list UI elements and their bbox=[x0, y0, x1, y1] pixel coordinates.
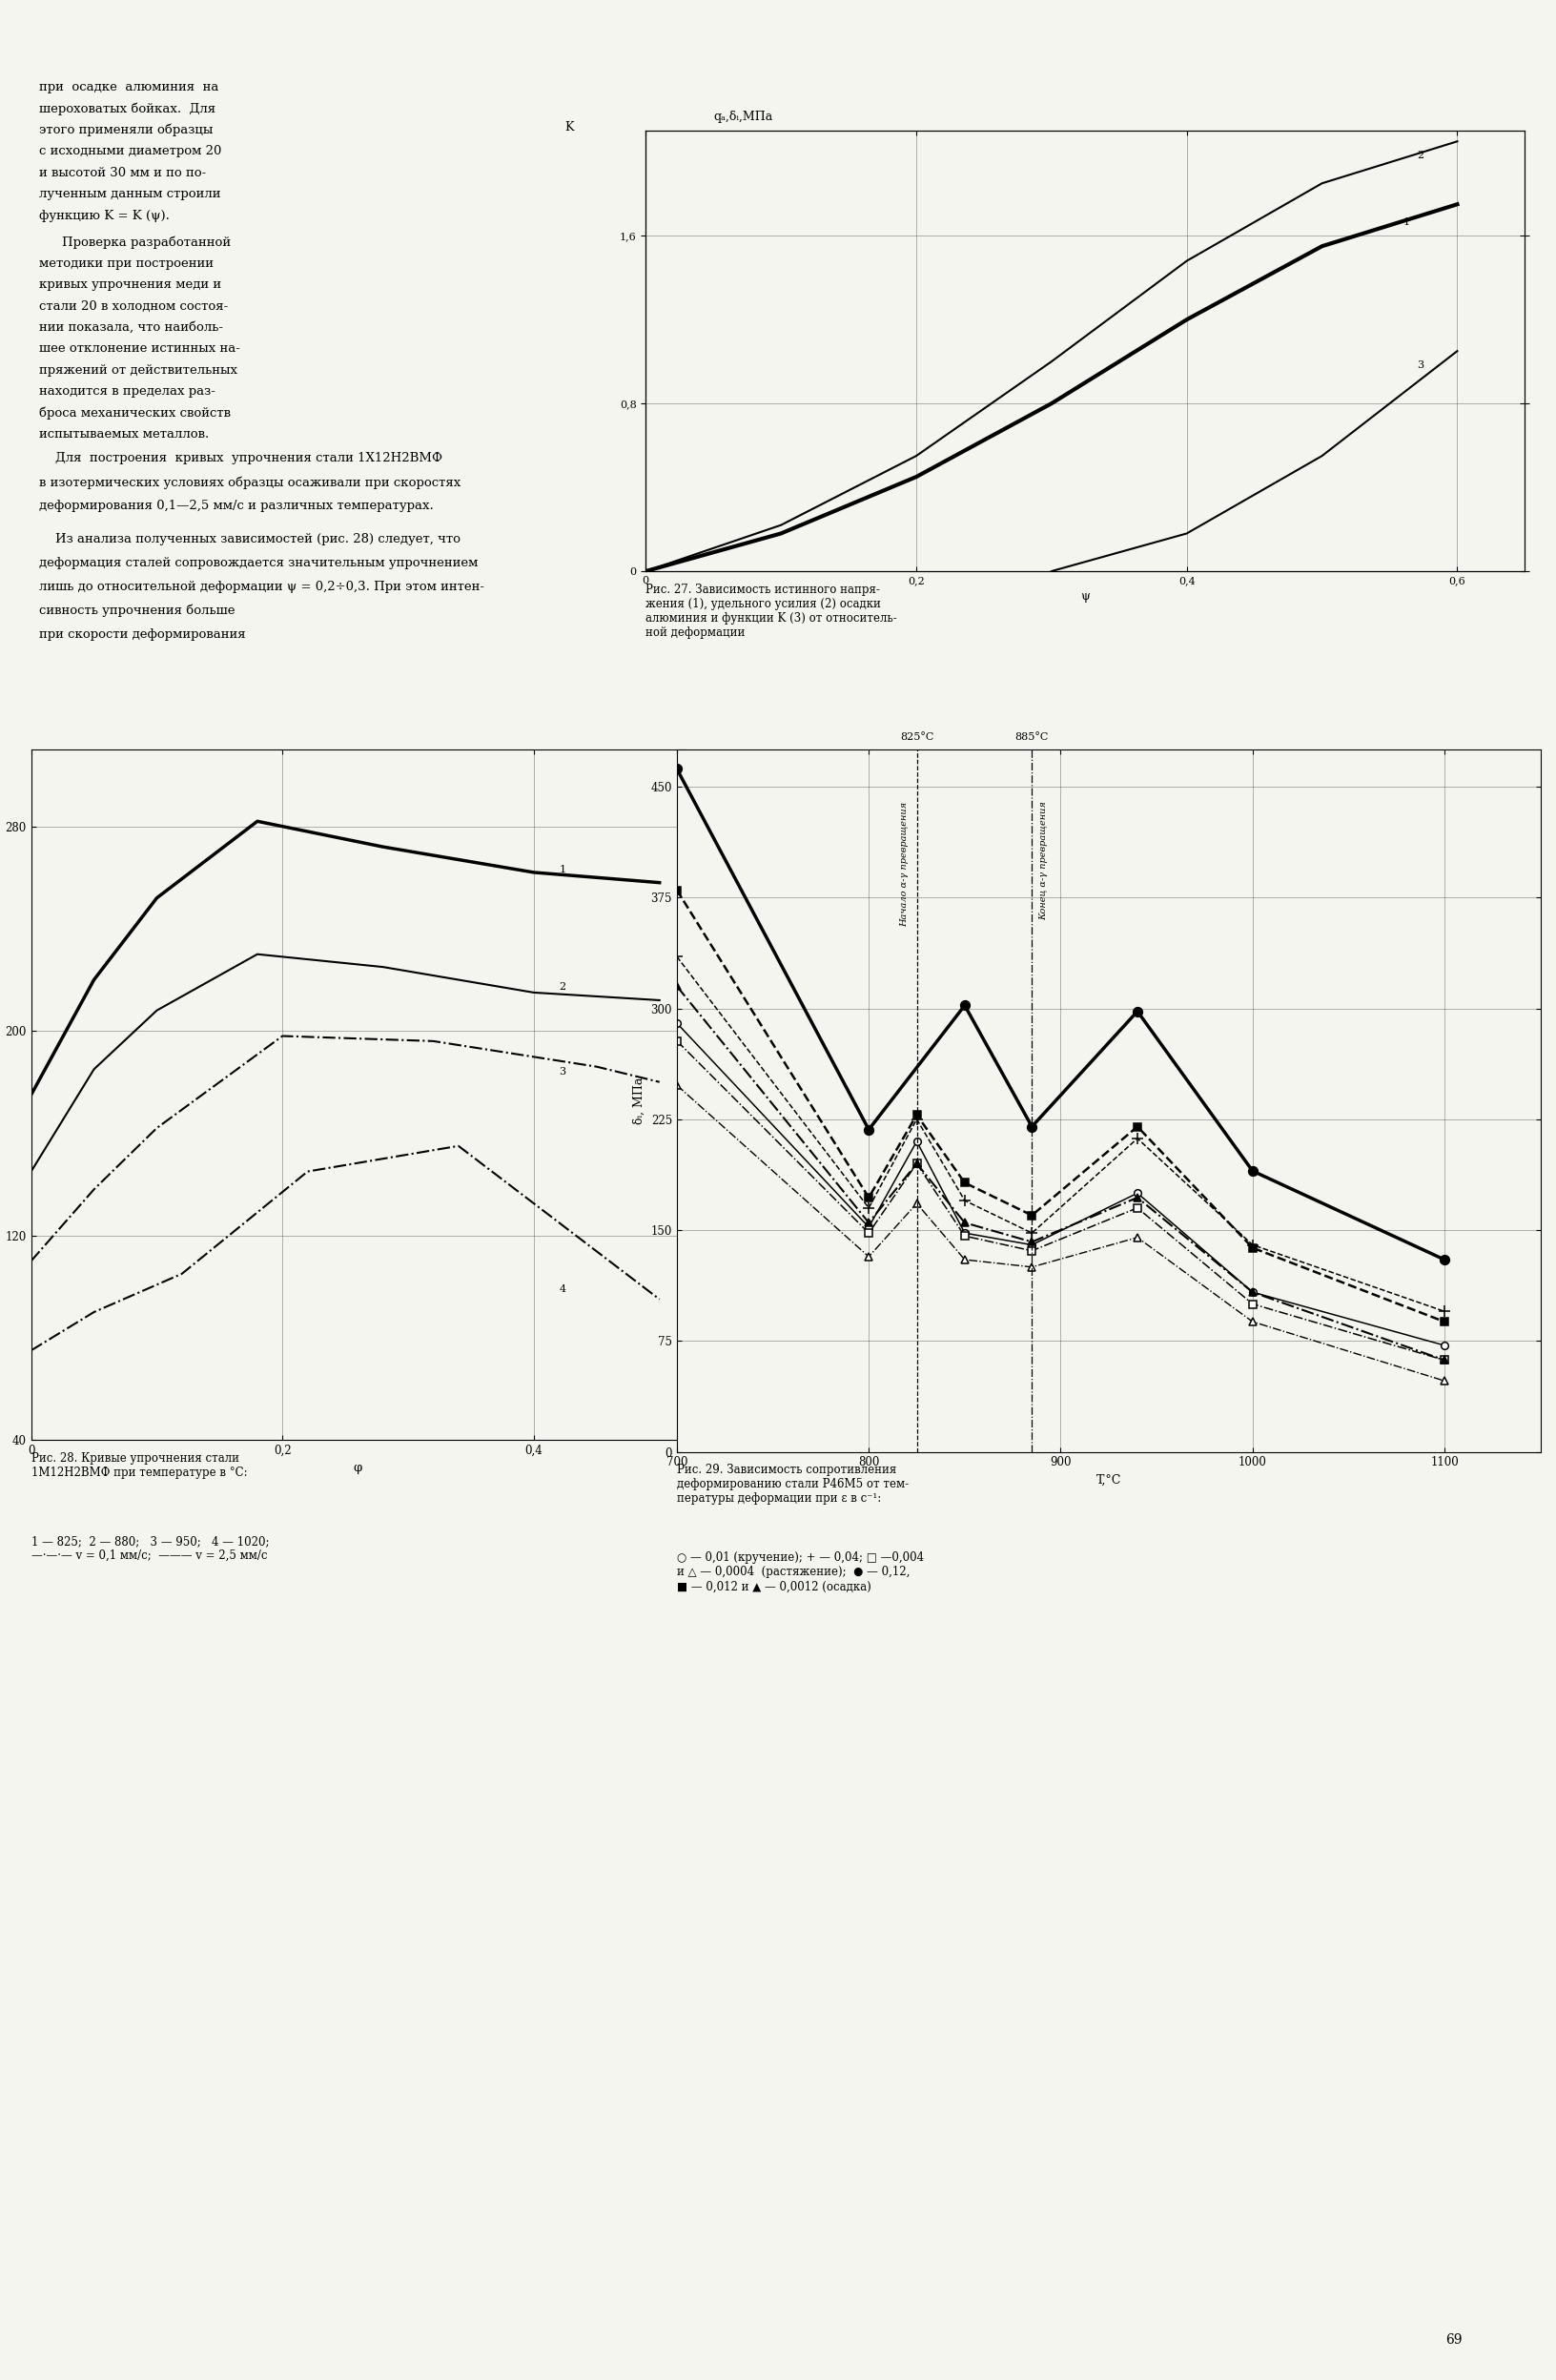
Text: деформация сталей сопровождается значительным упрочнением: деформация сталей сопровождается значите… bbox=[39, 557, 478, 569]
Text: кривых упрочнения меди и: кривых упрочнения меди и bbox=[39, 278, 221, 290]
Text: шероховатых бойках.  Для: шероховатых бойках. Для bbox=[39, 102, 215, 114]
Text: ○ — 0,01 (кручение); + — 0,04; □ —0,004
и △ — 0,0004  (растяжение);  ● — 0,12,
■: ○ — 0,01 (кручение); + — 0,04; □ —0,004 … bbox=[677, 1552, 924, 1592]
Text: K: K bbox=[565, 121, 574, 133]
Text: нии показала, что наиболь-: нии показала, что наиболь- bbox=[39, 321, 223, 333]
Text: Из анализа полученных зависимостей (рис. 28) следует, что: Из анализа полученных зависимостей (рис.… bbox=[39, 533, 461, 545]
Text: 825°C: 825°C bbox=[899, 733, 934, 743]
X-axis label: ψ: ψ bbox=[1080, 590, 1091, 602]
Text: 2: 2 bbox=[559, 983, 566, 992]
Text: деформирования 0,1—2,5 мм/с и различных температурах.: деформирования 0,1—2,5 мм/с и различных … bbox=[39, 500, 434, 512]
Text: Начало α-γ превращения: Начало α-γ превращения bbox=[901, 802, 909, 926]
Text: при  осадке  алюминия  на: при осадке алюминия на bbox=[39, 81, 218, 93]
Text: этого применяли образцы: этого применяли образцы bbox=[39, 124, 213, 136]
Text: шее отклонение истинных на-: шее отклонение истинных на- bbox=[39, 343, 240, 355]
Text: 1: 1 bbox=[1404, 217, 1410, 226]
Text: при скорости деформирования: при скорости деформирования bbox=[39, 628, 246, 640]
Text: сивность упрочнения больше: сивность упрочнения больше bbox=[39, 605, 235, 616]
X-axis label: T,°C: T,°C bbox=[1095, 1473, 1122, 1488]
Text: Для  построения  кривых  упрочнения стали 1Х12Н2ВМФ: Для построения кривых упрочнения стали 1… bbox=[39, 452, 442, 464]
Text: пряжений от действительных: пряжений от действительных bbox=[39, 364, 237, 376]
Text: 3: 3 bbox=[1416, 359, 1424, 369]
Text: броса механических свойств: броса механических свойств bbox=[39, 407, 230, 419]
Text: Проверка разработанной: Проверка разработанной bbox=[62, 236, 232, 248]
Text: функцию K = K (ψ).: функцию K = K (ψ). bbox=[39, 209, 170, 221]
Text: 3: 3 bbox=[559, 1066, 566, 1076]
Text: и высотой 30 мм и по по-: и высотой 30 мм и по по- bbox=[39, 167, 205, 178]
Text: qₐ,δᵢ,МПа: qₐ,δᵢ,МПа bbox=[713, 112, 773, 124]
X-axis label: φ: φ bbox=[353, 1461, 363, 1476]
Text: с исходными диаметром 20: с исходными диаметром 20 bbox=[39, 145, 221, 157]
Text: 4: 4 bbox=[559, 1283, 566, 1295]
Text: находится в пределах раз-: находится в пределах раз- bbox=[39, 386, 215, 397]
Text: Рис. 28. Кривые упрочнения стали
1М12Н2ВМФ при температуре в °C:: Рис. 28. Кривые упрочнения стали 1М12Н2В… bbox=[31, 1452, 247, 1478]
Text: 885°C: 885°C bbox=[1015, 733, 1049, 743]
Text: 1: 1 bbox=[559, 864, 566, 873]
Text: в изотермических условиях образцы осаживали при скоростях: в изотермических условиях образцы осажив… bbox=[39, 476, 461, 488]
Text: лишь до относительной деформации ψ = 0,2÷0,3. При этом интен-: лишь до относительной деформации ψ = 0,2… bbox=[39, 581, 484, 593]
Text: методики при построении: методики при построении bbox=[39, 257, 213, 269]
Y-axis label: δᵢ, МПа: δᵢ, МПа bbox=[633, 1078, 646, 1123]
Text: испытываемых металлов.: испытываемых металлов. bbox=[39, 428, 209, 440]
Text: Конец α-γ превращения: Конец α-γ превращения bbox=[1039, 802, 1049, 921]
Text: Рис. 27. Зависимость истинного напря-
жения (1), удельного усилия (2) осадки
алю: Рис. 27. Зависимость истинного напря- же… bbox=[646, 583, 898, 638]
Text: 2: 2 bbox=[1416, 150, 1424, 159]
Text: стали 20 в холодном состоя-: стали 20 в холодном состоя- bbox=[39, 300, 227, 312]
Text: 1 — 825;  2 — 880;   3 — 950;   4 — 1020;
—·—·— v = 0,1 мм/с;  ——— v = 2,5 мм/с: 1 — 825; 2 — 880; 3 — 950; 4 — 1020; —·—… bbox=[31, 1535, 269, 1561]
Text: лученным данным строили: лученным данным строили bbox=[39, 188, 221, 200]
Text: Рис. 29. Зависимость сопротивления
деформированию стали Р46М5 от тем-
пературы д: Рис. 29. Зависимость сопротивления дефор… bbox=[677, 1464, 909, 1504]
Text: 69: 69 bbox=[1446, 2332, 1463, 2347]
